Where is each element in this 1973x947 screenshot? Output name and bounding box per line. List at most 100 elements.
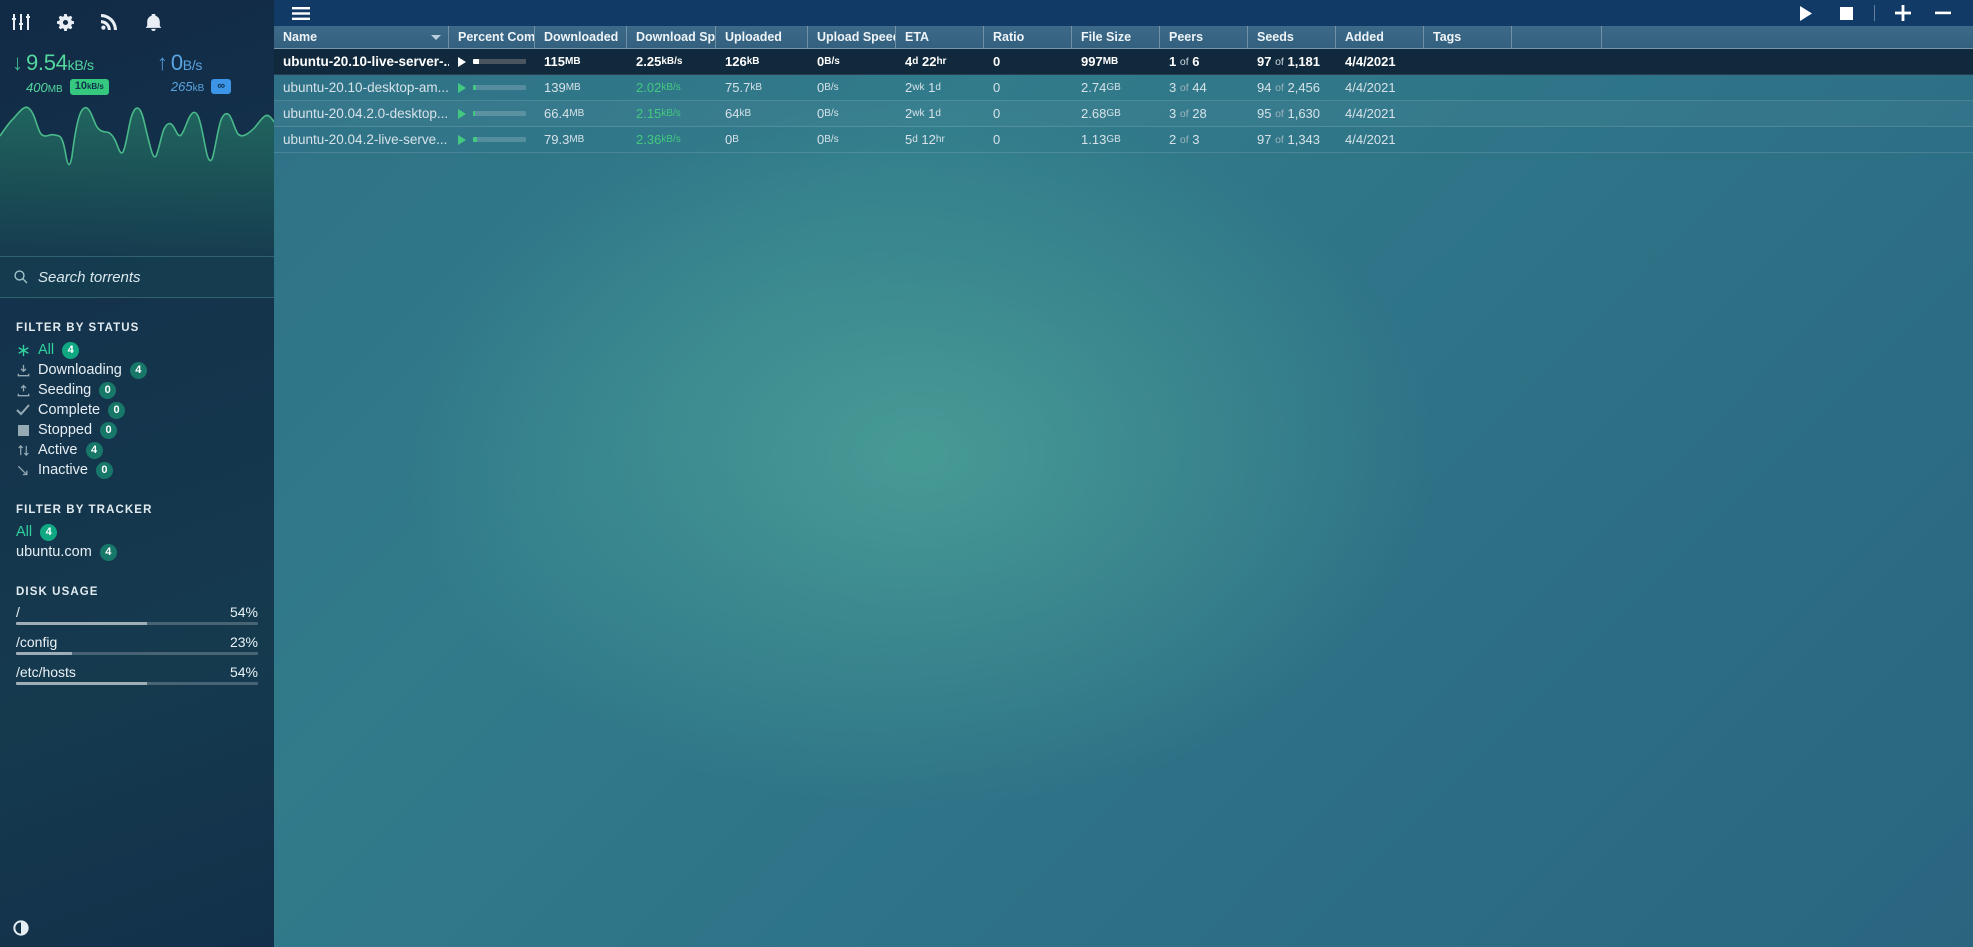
play-icon[interactable] [458, 108, 466, 119]
column-header-file-size[interactable]: File Size [1072, 26, 1160, 48]
sliders-icon[interactable] [10, 11, 32, 33]
table-row[interactable]: ubuntu-20.10-live-server-... 115 MB 2.25 kB/… [274, 49, 1973, 75]
seeds-of-label: of [1275, 81, 1284, 94]
download-limit-value: 10 [74, 80, 87, 92]
play-icon[interactable] [1786, 0, 1826, 26]
download-total-value: 400 [26, 79, 48, 95]
status-filter-count: 0 [108, 401, 126, 419]
eta-value-1: 5 [905, 132, 913, 147]
torrent-table: Name Percent Com... Downloaded Download Sp.… [274, 26, 1973, 153]
chevron-down-icon [431, 35, 441, 40]
table-row[interactable]: ubuntu-20.04.2.0-desktop... 66.4 MB 2.15 kB/… [274, 101, 1973, 127]
file-size-value: 1.13 [1081, 132, 1107, 147]
column-header-label: Downloaded [544, 30, 619, 44]
hamburger-menu-icon[interactable] [288, 0, 314, 26]
column-header-downloaded[interactable]: Downloaded [535, 26, 627, 48]
gear-icon[interactable] [54, 11, 76, 33]
column-header-added[interactable]: Added [1336, 26, 1424, 48]
seeds-of-label: of [1275, 133, 1284, 146]
eta-value-2: 22 [921, 54, 937, 69]
upload-speed-value: 0 [817, 106, 825, 121]
cell-file-size: 997 MB [1072, 49, 1160, 74]
download-speed-value: 2.15 [636, 106, 662, 121]
column-header-uploaded[interactable]: Uploaded [716, 26, 808, 48]
download-speed-unit: kB/s [661, 56, 683, 67]
download-speed-unit: kB/s [661, 134, 681, 145]
status-filter-item-downloading[interactable]: Downloading 4 [16, 360, 258, 380]
table-row[interactable]: ubuntu-20.04.2-live-serve... 79.3 MB 2.36 kB… [274, 127, 1973, 153]
uploaded-value: 126 [725, 54, 747, 69]
cell-percent-complete [449, 49, 535, 74]
status-filter-list: All 4 Downloading 4 Seeding 0 Complete 0 Stopped… [16, 340, 258, 480]
column-header-percent-com[interactable]: Percent Com... [449, 26, 535, 48]
column-header-name[interactable]: Name [274, 26, 449, 48]
status-filter-count: 4 [85, 441, 103, 459]
plus-icon[interactable] [1883, 0, 1923, 26]
cell-file-size: 1.13 GB [1072, 127, 1160, 152]
upload-icon [16, 383, 30, 397]
seeds-of-label: of [1275, 55, 1284, 68]
column-header-seeds[interactable]: Seeds [1248, 26, 1336, 48]
disk-usage-path: / [16, 604, 20, 620]
brightness-icon[interactable] [12, 919, 32, 939]
minus-icon[interactable] [1923, 0, 1963, 26]
search-input[interactable] [38, 268, 248, 286]
status-filter-item-stopped[interactable]: Stopped 0 [16, 420, 258, 440]
table-row[interactable]: ubuntu-20.10-desktop-am... 139 MB 2.02 kB/s 7… [274, 75, 1973, 101]
upload-limit-badge[interactable]: ∞ [211, 79, 232, 94]
play-icon[interactable] [458, 56, 466, 67]
progress-bar [473, 137, 526, 142]
status-filter-item-all[interactable]: All 4 [16, 340, 258, 360]
tracker-filter-item-ubuntu-com[interactable]: ubuntu.com 4 [16, 542, 258, 562]
column-header-tags[interactable]: Tags [1424, 26, 1512, 48]
column-header-upload-speed[interactable]: Upload Speed [808, 26, 896, 48]
download-limit-badge[interactable]: 10kB/s [69, 79, 109, 95]
status-filter-item-complete[interactable]: Complete 0 [16, 400, 258, 420]
cell-added: 4/4/2021 [1345, 80, 1396, 95]
stop-icon[interactable] [1826, 0, 1866, 26]
uploaded-value: 64 [725, 106, 740, 121]
upload-arrow-icon: ↑ [156, 50, 168, 75]
column-header-ratio[interactable]: Ratio [984, 26, 1072, 48]
bell-icon[interactable] [142, 11, 164, 33]
progress-bar [473, 59, 526, 64]
cell-name: ubuntu-20.10-live-server-... [283, 54, 449, 69]
column-header-peers[interactable]: Peers [1160, 26, 1248, 48]
eta-value-1: 2 [905, 80, 913, 95]
eta-value-2: 1 [928, 80, 936, 95]
status-filter-count: 0 [100, 421, 118, 439]
column-header-label: Seeds [1257, 30, 1294, 44]
status-filter-item-active[interactable]: Active 4 [16, 440, 258, 460]
disk-usage-percent: 54% [229, 604, 258, 620]
status-filter-label: Seeding [38, 382, 92, 398]
cell-blank [1512, 101, 1602, 126]
column-header-eta[interactable]: ETA [896, 26, 984, 48]
column-header-label: Added [1345, 30, 1384, 44]
column-header-blank[interactable] [1512, 26, 1602, 48]
play-icon[interactable] [458, 134, 466, 145]
seeds-connected: 95 [1257, 106, 1272, 121]
column-header-label: ETA [905, 30, 930, 44]
search-bar[interactable] [0, 256, 274, 298]
status-filter-item-inactive[interactable]: Inactive 0 [16, 460, 258, 480]
cell-file-size: 2.68 GB [1072, 101, 1160, 126]
progress-bar [473, 85, 526, 90]
tracker-filter-item-all[interactable]: All 4 [16, 522, 258, 542]
eta-unit-2: d [935, 82, 941, 93]
cell-percent-complete [449, 127, 535, 152]
speed-readouts: ↓ 9.54kB/s 400MB 10kB/s ↑ 0B/s 265 [0, 44, 274, 95]
asterisk-icon [16, 343, 30, 357]
cell-name: ubuntu-20.10-desktop-am... [283, 80, 449, 95]
tracker-filter-label: ubuntu.com [16, 544, 92, 560]
cell-download-speed: 2.36 kB/s [627, 127, 716, 152]
download-speed-readout: ↓ 9.54kB/s 400MB 10kB/s [12, 50, 109, 95]
play-icon[interactable] [458, 82, 466, 93]
status-filter-item-seeding[interactable]: Seeding 0 [16, 380, 258, 400]
cell-upload-speed: 0 B/s [808, 101, 896, 126]
column-header-download-sp[interactable]: Download Sp... [627, 26, 716, 48]
uploaded-unit: B [732, 134, 739, 145]
eta-unit-1: d [912, 134, 918, 145]
rss-icon[interactable] [98, 11, 120, 33]
